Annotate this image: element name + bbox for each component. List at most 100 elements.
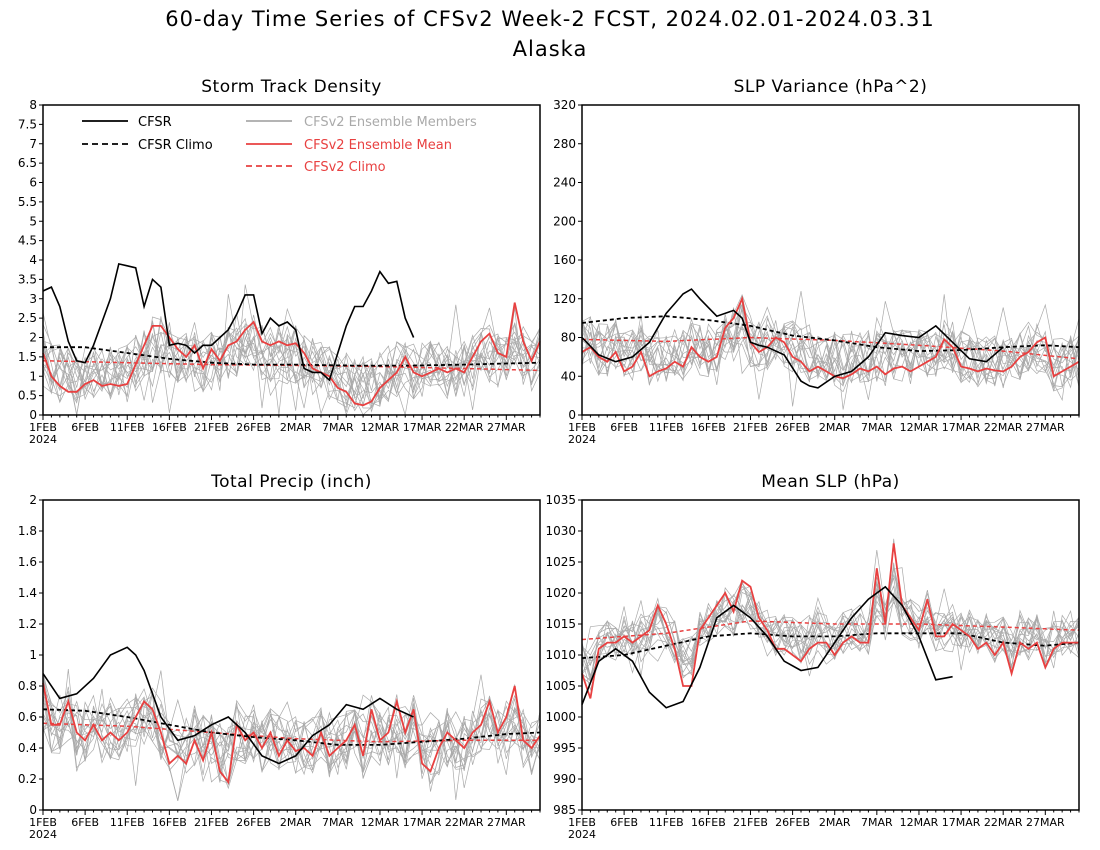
x-tick-label: 22MAR xyxy=(445,421,484,434)
ensemble-member-line xyxy=(581,307,1080,407)
y-tick-label: 0 xyxy=(29,408,37,422)
plot-frame xyxy=(581,499,1080,811)
ensemble-member-line xyxy=(42,668,541,776)
x-tick-label: 26FEB xyxy=(775,421,810,434)
y-tick-label: 995 xyxy=(553,741,576,755)
x-tick-label: 27MAR xyxy=(1026,816,1065,829)
x-year-label: 2024 xyxy=(29,828,57,841)
y-tick-label: 1 xyxy=(29,648,37,662)
ensemble-member-line xyxy=(42,313,541,407)
y-tick-label: 1010 xyxy=(545,648,576,662)
ensemble-member-line xyxy=(581,302,1080,386)
y-tick-label: 1030 xyxy=(545,524,576,538)
ensemble-member-line xyxy=(581,565,1080,675)
cfsr-climo-line xyxy=(42,708,541,746)
legend-label-cfsr-climo: CFSR Climo xyxy=(138,138,213,153)
y-tick-label: 1.6 xyxy=(18,555,37,569)
ensemble-member-line xyxy=(42,328,541,411)
ensemble-member-line xyxy=(581,304,1080,384)
ensemble-member-line xyxy=(42,317,541,412)
y-tick-label: 6 xyxy=(29,176,37,190)
y-tick-label: 1035 xyxy=(545,493,576,507)
y-tick-label: 7 xyxy=(29,137,37,151)
panel-title: Storm Track Density xyxy=(201,77,382,97)
cfsv2-climo-line xyxy=(581,336,1080,360)
y-tick-label: 2 xyxy=(29,493,37,507)
y-tick-label: 1015 xyxy=(545,617,576,631)
y-tick-label: 240 xyxy=(553,176,576,190)
y-tick-label: 1020 xyxy=(545,586,576,600)
y-tick-label: 120 xyxy=(553,292,576,306)
y-tick-label: 80 xyxy=(561,331,576,345)
y-tick-label: 1 xyxy=(29,369,37,383)
x-tick-label: 17MAR xyxy=(942,421,981,434)
y-tick-label: 0.2 xyxy=(18,772,37,786)
ensemble-member-line xyxy=(581,579,1080,692)
panel-title: SLP Variance (hPa^2) xyxy=(734,77,928,97)
ensemble-member-line xyxy=(42,316,541,412)
y-tick-label: 1.4 xyxy=(18,586,37,600)
x-tick-label: 12MAR xyxy=(900,421,939,434)
ensemble-member-line xyxy=(42,284,541,416)
y-tick-label: 0.6 xyxy=(18,710,37,724)
panel-total-precip: Total Precip (inch) 0 0.2 0.4 0.6 0.8 1 1.2 1.4 1… xyxy=(18,472,541,841)
cfsr-climo-line xyxy=(43,346,541,367)
ensemble-member-line xyxy=(42,684,541,784)
x-tick-label: 1FEB xyxy=(568,816,596,829)
panel-mean-slp: Mean SLP (hPa) 985 990 995 1000 1005 1010 1015 1… xyxy=(545,472,1080,841)
x-year-label: 2024 xyxy=(568,433,596,446)
y-tick-label: 7.5 xyxy=(18,117,37,131)
cfsr-line xyxy=(581,288,1004,389)
ensemble-member-line xyxy=(581,297,1080,410)
ensemble-member-line xyxy=(42,699,541,801)
y-tick-label: 5 xyxy=(29,214,37,228)
figure-subtitle: Alaska xyxy=(513,37,588,61)
x-tick-label: 7MAR xyxy=(861,816,893,829)
x-tick-label: 1FEB xyxy=(29,421,57,434)
ensemble-member-line xyxy=(581,305,1080,389)
x-tick-label: 26FEB xyxy=(236,421,271,434)
y-tick-label: 4 xyxy=(29,253,37,267)
panel-title: Mean SLP (hPa) xyxy=(761,472,900,492)
x-tick-label: 22MAR xyxy=(984,421,1023,434)
y-tick-label: 985 xyxy=(553,803,576,817)
y-tick-label: 0 xyxy=(568,408,576,422)
x-tick-label: 22MAR xyxy=(984,816,1023,829)
x-year-label: 2024 xyxy=(29,433,57,446)
legend-label-cfsr: CFSR xyxy=(138,115,172,130)
x-tick-label: 6FEB xyxy=(71,816,99,829)
ensemble-member-line xyxy=(581,583,1080,674)
ensemble-member-line xyxy=(581,550,1080,681)
x-tick-label: 6FEB xyxy=(610,816,638,829)
ensemble-member-line xyxy=(581,588,1080,677)
x-tick-label: 7MAR xyxy=(861,421,893,434)
x-tick-label: 17MAR xyxy=(403,421,442,434)
x-tick-label: 16FEB xyxy=(691,421,726,434)
cfsr-line xyxy=(42,262,415,382)
y-tick-label: 1.2 xyxy=(18,617,37,631)
cfsr-line xyxy=(581,585,953,709)
ensemble-member-line xyxy=(42,329,541,416)
ensemble-member-line xyxy=(581,573,1080,669)
x-tick-label: 2MAR xyxy=(280,421,312,434)
y-tick-label: 0 xyxy=(29,803,37,817)
x-tick-label: 12MAR xyxy=(361,816,400,829)
ensemble-mean-line xyxy=(42,302,541,407)
x-tick-label: 11FEB xyxy=(649,816,684,829)
figure-title: 60-day Time Series of CFSv2 Week-2 FCST,… xyxy=(165,7,934,31)
x-tick-label: 16FEB xyxy=(152,421,187,434)
ensemble-member-line xyxy=(42,672,541,786)
y-tick-label: 1025 xyxy=(545,555,576,569)
ensemble-member-line xyxy=(42,695,541,771)
panel-storm-track-density: Storm Track Density 0 0.5 1 1.5 2 2.5 3 3.5 4 4.5 5… xyxy=(18,77,541,446)
cfsr-line xyxy=(42,646,414,765)
legend-label-members: CFSv2 Ensemble Members xyxy=(304,115,477,130)
x-tick-label: 21FEB xyxy=(733,421,768,434)
y-tick-label: 8 xyxy=(29,98,37,112)
x-tick-label: 22MAR xyxy=(445,816,484,829)
ensemble-member-line xyxy=(42,694,541,783)
x-tick-label: 1FEB xyxy=(29,816,57,829)
ensemble-member-line xyxy=(42,696,541,773)
panel-slp-variance: SLP Variance (hPa^2) 0 40 80 120 160 200 240 280… xyxy=(553,77,1080,446)
